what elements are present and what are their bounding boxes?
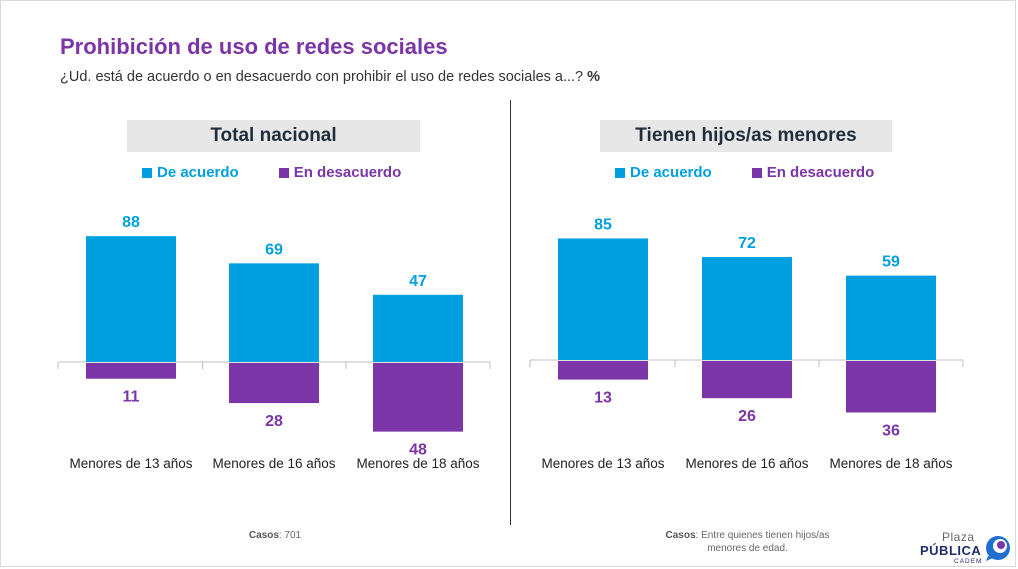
- bar-disagree: [846, 361, 936, 413]
- data-label-disagree: 11: [123, 389, 140, 406]
- footnote-left-label: Casos: [248, 530, 279, 541]
- logo-line2: PÚBLICA: [920, 543, 982, 558]
- plaza-publica-logo: Plaza PÚBLICA CADEM: [920, 530, 1015, 566]
- data-label-agree: 88: [122, 214, 140, 231]
- bar-disagree: [229, 363, 319, 404]
- data-label-disagree: 28: [265, 413, 283, 430]
- legend-swatch-agree: [615, 167, 625, 178]
- bar-agree: [558, 238, 648, 360]
- panel-title-total-nacional: Total nacional: [127, 120, 420, 152]
- logo-line3: CADEM: [954, 558, 983, 565]
- category-label: Menores de 16 años: [685, 456, 808, 471]
- legend-swatch-disagree: [751, 167, 762, 178]
- legend-swatch-agree: [142, 167, 152, 178]
- data-label-agree: 69: [265, 241, 283, 258]
- category-label: Menores de 18 años: [356, 456, 479, 471]
- category-label: Menores de 13 años: [541, 456, 664, 471]
- legend-left: De acuerdo En desacuerdo: [142, 164, 401, 181]
- bar-agree: [373, 294, 463, 362]
- legend-right: De acuerdo En desacuerdo: [615, 164, 874, 181]
- bar-agree: [846, 275, 936, 360]
- subtitle-text: ¿Ud. está de acuerdo o en desacuerdo con…: [60, 69, 584, 85]
- legend-label-agree: De acuerdo: [157, 164, 239, 181]
- legend-swatch-disagree: [278, 167, 289, 178]
- category-label: Menores de 13 años: [69, 456, 192, 471]
- logo-line1: Plaza: [942, 530, 975, 544]
- bar-agree: [702, 257, 792, 360]
- bar-agree: [86, 236, 176, 362]
- footnote-left-text: : 701: [278, 530, 302, 541]
- category-label: Menores de 16 años: [212, 456, 335, 471]
- data-label-disagree: 36: [882, 422, 900, 439]
- bar-disagree: [702, 361, 792, 399]
- data-label-disagree: 48: [409, 442, 427, 459]
- footnote-left: Casos: 701: [220, 529, 330, 542]
- logo-bubble-icon: [986, 536, 1010, 561]
- data-label-agree: 59: [882, 254, 900, 271]
- data-label-disagree: 26: [738, 408, 756, 425]
- footnote-right-text: : Entre quienes tienen hijos/as menores …: [695, 530, 830, 554]
- data-label-agree: 72: [738, 235, 756, 252]
- data-label-agree: 47: [409, 273, 427, 290]
- subtitle-unit: %: [587, 69, 601, 85]
- footnote-right-label: Casos: [665, 530, 696, 541]
- bar-disagree: [558, 361, 648, 380]
- panel-title-hijos-menores: Tienen hijos/as menores: [600, 120, 892, 152]
- legend-label-agree: De acuerdo: [630, 164, 712, 181]
- bar-agree: [229, 263, 319, 362]
- bar-disagree: [373, 363, 463, 432]
- panel-divider: [510, 100, 511, 525]
- legend-label-disagree: En desacuerdo: [293, 164, 402, 181]
- data-label-agree: 85: [594, 216, 612, 233]
- page-title: Prohibición de uso de redes sociales: [60, 34, 448, 59]
- data-label-disagree: 13: [594, 390, 612, 407]
- bar-disagree: [86, 363, 176, 379]
- legend-label-disagree: En desacuerdo: [766, 164, 875, 181]
- page-subtitle: ¿Ud. está de acuerdo o en desacuerdo con…: [60, 69, 600, 85]
- category-label: Menores de 18 años: [829, 456, 952, 471]
- footnote-right: Casos: Entre quienes tienen hijos/as men…: [665, 529, 830, 555]
